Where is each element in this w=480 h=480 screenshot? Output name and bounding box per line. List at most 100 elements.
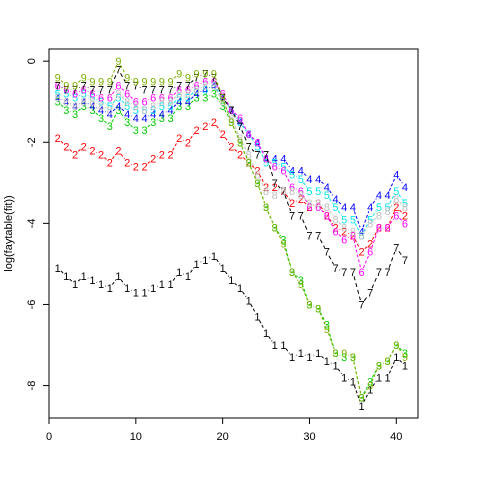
data-point-marker: 6 <box>124 89 130 101</box>
series-segment <box>329 198 334 204</box>
data-point-marker: 8 <box>89 97 95 109</box>
data-point-marker: 4 <box>289 166 295 178</box>
data-point-marker: 2 <box>246 158 252 170</box>
data-point-marker: 4 <box>202 85 208 97</box>
series-segment <box>233 113 239 123</box>
y-axis-title: log(faytable(fit)) <box>3 195 15 271</box>
series-segment <box>354 223 360 232</box>
data-point-marker: 7 <box>63 85 69 97</box>
data-point-marker: 7 <box>393 243 399 255</box>
data-point-marker: 3 <box>359 393 365 405</box>
data-point-marker: 9 <box>98 76 104 88</box>
series-segment <box>111 65 118 78</box>
data-point-marker: 4 <box>315 174 321 186</box>
data-point-marker: 9 <box>272 222 278 234</box>
data-point-marker: 4 <box>159 109 165 121</box>
data-point-marker: 9 <box>220 93 226 105</box>
data-point-marker: 6 <box>359 267 365 279</box>
data-point-marker: 8 <box>359 231 365 243</box>
data-point-marker: 4 <box>72 101 78 113</box>
data-point-marker: 5 <box>324 190 330 202</box>
series-segment <box>363 295 369 302</box>
data-point-marker: 3 <box>55 97 61 109</box>
data-point-marker: 5 <box>202 85 208 97</box>
series-segment <box>121 100 125 104</box>
data-point-marker: 6 <box>220 89 226 101</box>
data-point-marker: 9 <box>150 76 156 88</box>
data-point-marker: 6 <box>185 85 191 97</box>
series-segment <box>241 121 248 131</box>
data-point-marker: 3 <box>176 101 182 113</box>
data-point-marker: 8 <box>376 210 382 222</box>
data-point-marker: 4 <box>341 202 347 214</box>
series-segment <box>111 88 117 95</box>
series-segment <box>286 169 290 172</box>
series-segment <box>362 211 370 228</box>
data-point-marker: 3 <box>324 320 330 332</box>
data-point-marker: 1 <box>72 279 78 291</box>
data-point-marker: 8 <box>298 190 304 202</box>
data-point-marker: 5 <box>176 93 182 105</box>
data-point-marker: 3 <box>98 113 104 125</box>
data-point-marker: 7 <box>220 93 226 105</box>
series-segment <box>216 259 221 265</box>
data-point-marker: 1 <box>107 283 113 295</box>
data-point-marker: 5 <box>289 170 295 182</box>
data-point-marker: 4 <box>63 97 69 109</box>
series-segment <box>120 113 125 119</box>
series-segment <box>147 161 151 164</box>
data-point-marker: 2 <box>402 210 408 222</box>
data-point-marker: 9 <box>324 324 330 336</box>
series-segment <box>373 217 376 221</box>
series-segment <box>398 194 403 200</box>
x-tick-label: 20 <box>217 431 229 443</box>
data-point-marker: 8 <box>202 80 208 92</box>
data-point-marker: 3 <box>332 348 338 360</box>
data-point-marker: 4 <box>332 194 338 206</box>
data-point-marker: 5 <box>341 214 347 226</box>
series-segment <box>251 136 255 140</box>
data-point-marker: 8 <box>402 202 408 214</box>
data-point-marker: 7 <box>315 231 321 243</box>
data-point-marker: 5 <box>359 231 365 243</box>
data-point-marker: 1 <box>228 275 234 287</box>
series-segment <box>259 320 265 330</box>
data-point-marker: 3 <box>280 235 286 247</box>
data-point-marker: 1 <box>98 279 104 291</box>
data-point-marker: 4 <box>194 89 200 101</box>
series-segment <box>60 140 64 144</box>
data-point-marker: 5 <box>228 105 234 117</box>
series-segment <box>371 369 378 382</box>
data-point-marker: 6 <box>167 93 173 105</box>
series-segment <box>329 210 334 216</box>
series-segment <box>328 255 334 265</box>
data-point-marker: 8 <box>332 214 338 226</box>
data-point-marker: 1 <box>211 251 217 263</box>
data-point-marker: 2 <box>202 121 208 133</box>
series-segment <box>250 137 256 143</box>
data-point-marker: 9 <box>211 68 217 80</box>
series-segment <box>234 282 238 286</box>
data-point-marker: 6 <box>280 166 286 178</box>
data-point-marker: 2 <box>298 194 304 206</box>
data-point-marker: 8 <box>211 80 217 92</box>
data-point-marker: 3 <box>385 356 391 368</box>
series-segment <box>284 247 292 268</box>
data-point-marker: 9 <box>63 80 69 92</box>
series-segment <box>241 129 248 143</box>
data-point-marker: 2 <box>141 162 147 174</box>
data-point-marker: 7 <box>150 85 156 97</box>
data-point-marker: 3 <box>350 352 356 364</box>
y-tick-label: -8 <box>26 381 38 391</box>
data-point-marker: 8 <box>306 198 312 210</box>
data-point-marker: 9 <box>55 72 61 84</box>
data-point-marker: 8 <box>385 206 391 218</box>
data-point-marker: 6 <box>385 222 391 234</box>
data-point-marker: 4 <box>141 113 147 125</box>
series-segment <box>120 64 126 74</box>
data-point-marker: 2 <box>306 202 312 214</box>
data-point-marker: 8 <box>124 97 130 109</box>
data-point-marker: 2 <box>324 210 330 222</box>
data-point-marker: 7 <box>228 105 234 117</box>
